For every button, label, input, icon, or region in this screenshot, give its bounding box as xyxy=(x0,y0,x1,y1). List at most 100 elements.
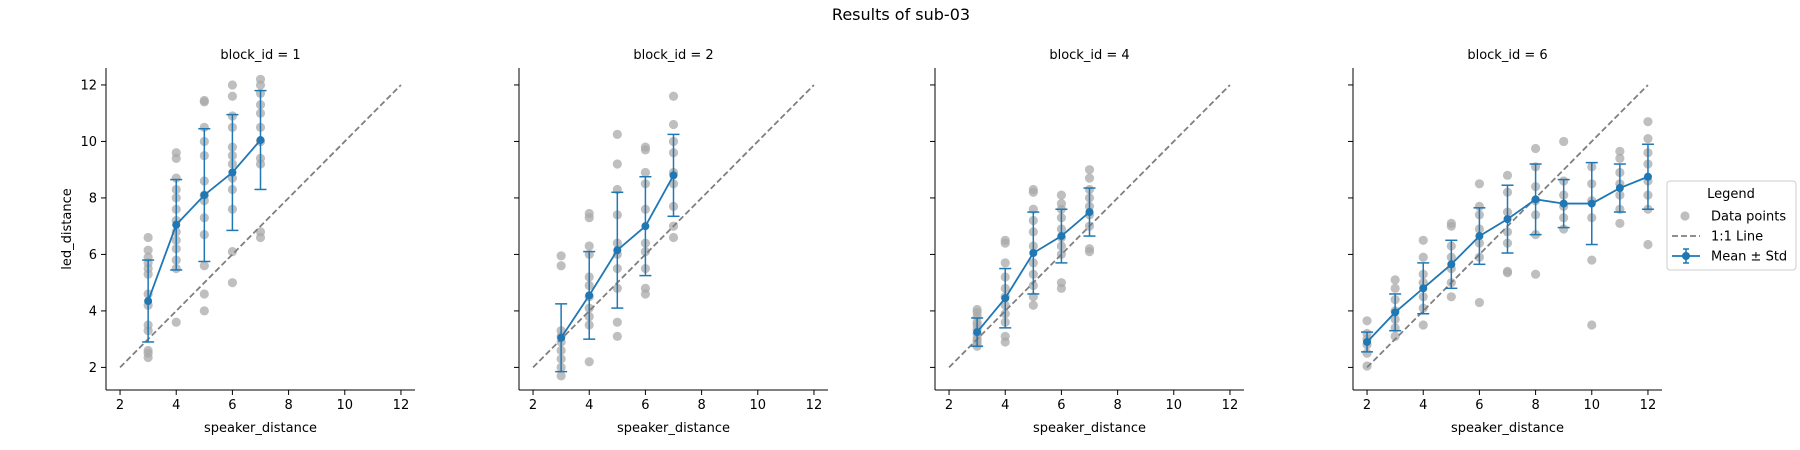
mean-marker xyxy=(1615,184,1624,193)
data-point xyxy=(640,142,651,152)
data-point xyxy=(1474,297,1485,308)
data-point xyxy=(1559,136,1569,147)
data-point xyxy=(143,245,153,255)
data-point xyxy=(1615,153,1625,163)
data-point xyxy=(556,371,566,381)
data-point xyxy=(1056,198,1067,209)
data-point xyxy=(1474,179,1485,189)
data-point xyxy=(199,289,209,299)
data-point xyxy=(640,167,651,178)
y-axis-label: led_distance xyxy=(60,188,75,269)
x-tick-label: 12 xyxy=(1222,398,1239,413)
data-point xyxy=(1084,165,1095,175)
data-point xyxy=(1056,190,1067,200)
data-point xyxy=(584,241,594,251)
x-tick-label: 10 xyxy=(336,398,353,413)
data-point xyxy=(612,159,622,169)
mean-marker xyxy=(1587,199,1596,208)
data-point xyxy=(1000,331,1010,341)
mean-marker xyxy=(613,246,622,255)
x-tick-label: 10 xyxy=(1165,398,1182,413)
mean-marker xyxy=(1643,172,1652,181)
mean-marker xyxy=(557,333,566,342)
figure-title: Results of sub-03 xyxy=(832,5,970,24)
data-point xyxy=(1643,134,1653,144)
mean-marker xyxy=(256,136,265,145)
data-point xyxy=(556,251,566,261)
legend: Legend Data points 1:1 Line Mean ± Std xyxy=(1666,180,1797,271)
x-tick-label: 12 xyxy=(1640,398,1657,413)
mean-marker xyxy=(669,171,678,180)
mean-marker xyxy=(1391,308,1400,317)
data-point xyxy=(1028,300,1038,310)
x-tick-label: 8 xyxy=(1531,398,1539,413)
mean-marker xyxy=(228,168,237,177)
x-axis-label: speaker_distance xyxy=(1033,421,1146,436)
legend-mean-marker-dot xyxy=(1682,252,1690,260)
data-point xyxy=(612,331,622,341)
panel-2: block_id = 2 2 4 6 8 10 12 speaker_distance xyxy=(514,48,828,436)
x-tick-label: 4 xyxy=(1001,398,1009,413)
mean-marker xyxy=(1475,232,1484,241)
data-point xyxy=(1390,283,1400,293)
x-tick-label: 2 xyxy=(116,398,124,413)
legend-label-points: Data points xyxy=(1711,210,1786,225)
y-tick-label: 6 xyxy=(89,248,97,263)
x-tick-label: 6 xyxy=(228,398,236,413)
data-point xyxy=(1418,252,1428,262)
x-axis-label: speaker_distance xyxy=(1451,421,1564,436)
y-tick-label: 8 xyxy=(89,191,97,206)
x-axis-label: speaker_distance xyxy=(204,421,317,436)
data-point xyxy=(584,208,594,219)
legend-label-identity: 1:1 Line xyxy=(1711,230,1763,245)
legend-points-marker xyxy=(1680,211,1690,221)
data-point xyxy=(199,306,209,316)
x-tick-label: 8 xyxy=(1113,398,1121,413)
data-point xyxy=(1587,255,1597,265)
data-point xyxy=(1028,184,1038,195)
data-point xyxy=(668,91,679,101)
data-point xyxy=(1000,258,1010,268)
x-tick-label: 4 xyxy=(172,398,180,413)
data-point xyxy=(199,122,209,132)
x-tick-label: 4 xyxy=(585,398,593,413)
data-point xyxy=(1084,173,1095,183)
panel-1: block_id = 1 2 4 6 8 10 12 2 4 6 8 10 12 speaker_dist… xyxy=(60,48,415,436)
data-point xyxy=(227,80,238,90)
x-tick-label: 6 xyxy=(1057,398,1065,413)
data-point xyxy=(612,129,622,139)
data-point xyxy=(171,317,181,327)
mean-marker xyxy=(973,328,982,337)
data-point xyxy=(1474,201,1485,212)
legend-label-mean: Mean ± Std xyxy=(1711,250,1787,265)
identity-line xyxy=(119,84,402,369)
x-tick-label: 6 xyxy=(1475,398,1483,413)
legend-frame xyxy=(1666,180,1797,271)
x-tick-label: 6 xyxy=(641,398,649,413)
mean-marker xyxy=(1503,215,1512,224)
data-point xyxy=(1362,348,1372,358)
y-tick-label: 2 xyxy=(89,361,97,376)
x-tick-label: 2 xyxy=(1363,398,1371,413)
panel-title: block_id = 4 xyxy=(1049,48,1129,63)
mean-marker xyxy=(1363,337,1372,346)
x-tick-label: 4 xyxy=(1419,398,1427,413)
data-point xyxy=(612,317,622,327)
data-point xyxy=(1084,244,1095,254)
mean-marker xyxy=(1559,199,1568,208)
data-point xyxy=(1390,331,1400,341)
x-tick-label: 2 xyxy=(529,398,537,413)
x-axis-label: speaker_distance xyxy=(617,421,730,436)
data-point xyxy=(1502,170,1513,180)
data-point xyxy=(1362,316,1372,326)
identity-line xyxy=(532,84,815,369)
data-point xyxy=(1390,275,1400,285)
data-point xyxy=(1502,266,1513,276)
data-point xyxy=(199,95,209,106)
data-point xyxy=(1418,235,1428,245)
data-point xyxy=(227,278,238,288)
data-point xyxy=(227,246,238,257)
mean-marker xyxy=(641,222,650,231)
data-point xyxy=(1643,117,1653,127)
data-point xyxy=(227,91,238,101)
